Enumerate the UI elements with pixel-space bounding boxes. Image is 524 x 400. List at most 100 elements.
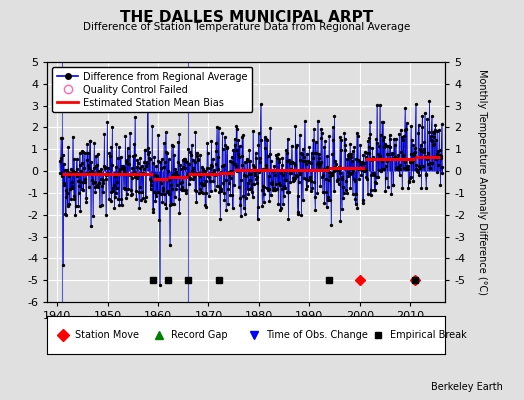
Point — [239, 132, 247, 138]
Point — [191, 187, 199, 194]
Point — [157, 180, 165, 186]
Point — [127, 187, 135, 194]
Point — [240, 172, 248, 178]
Point — [331, 164, 340, 170]
Point — [155, 216, 163, 223]
Point — [171, 166, 180, 172]
Point — [129, 153, 137, 160]
Point — [236, 202, 244, 208]
Point — [140, 159, 148, 165]
Point — [226, 158, 234, 164]
Point — [106, 153, 114, 159]
Point — [334, 166, 342, 173]
Point — [391, 155, 400, 162]
Point — [172, 186, 180, 192]
Point — [394, 164, 402, 170]
Point — [350, 144, 358, 150]
Point — [367, 186, 375, 193]
Point — [241, 210, 249, 217]
Point — [411, 149, 419, 155]
Point — [157, 165, 166, 172]
Point — [348, 190, 357, 197]
Point — [382, 163, 390, 169]
Point — [420, 139, 429, 146]
Point — [279, 193, 288, 199]
Point — [370, 170, 378, 177]
Point — [152, 172, 161, 179]
Point — [324, 177, 333, 183]
Point — [127, 192, 135, 198]
Point — [169, 172, 177, 178]
Point — [310, 179, 319, 186]
Point — [59, 262, 67, 268]
Point — [93, 182, 101, 188]
Point — [91, 179, 99, 185]
Point — [222, 177, 230, 184]
Point — [409, 178, 418, 184]
Point — [96, 165, 105, 172]
Point — [363, 176, 371, 183]
Point — [291, 122, 300, 129]
Point — [235, 154, 243, 160]
Point — [57, 134, 65, 141]
Point — [380, 144, 388, 150]
Point — [135, 189, 143, 196]
Point — [330, 188, 339, 195]
Point — [264, 187, 272, 194]
Point — [192, 150, 201, 156]
Point — [138, 189, 146, 195]
Point — [397, 126, 405, 133]
Point — [214, 166, 222, 172]
Point — [415, 172, 423, 178]
Point — [220, 162, 228, 168]
Point — [408, 157, 417, 164]
Point — [92, 153, 100, 160]
Point — [412, 162, 420, 168]
Point — [419, 148, 428, 155]
Point — [296, 170, 304, 177]
Point — [347, 154, 355, 160]
Point — [216, 216, 224, 223]
Point — [318, 130, 326, 136]
Point — [434, 154, 443, 160]
Point — [277, 205, 285, 212]
Point — [199, 168, 207, 174]
Point — [183, 172, 192, 179]
Point — [83, 141, 91, 148]
Point — [424, 150, 432, 156]
Point — [249, 162, 258, 168]
Point — [233, 126, 241, 132]
Point — [214, 124, 223, 131]
Point — [247, 184, 255, 191]
Point — [350, 176, 358, 182]
Point — [339, 195, 347, 202]
Point — [72, 170, 80, 177]
Point — [68, 184, 77, 191]
Point — [148, 170, 156, 177]
Point — [163, 150, 171, 156]
Point — [130, 174, 139, 180]
Point — [91, 184, 100, 190]
Point — [262, 162, 270, 168]
Point — [300, 118, 309, 124]
Point — [404, 163, 412, 169]
Point — [165, 156, 173, 163]
Point — [295, 168, 303, 174]
Point — [337, 206, 346, 212]
Point — [208, 162, 216, 169]
Point — [74, 190, 83, 196]
Point — [428, 113, 436, 120]
Point — [313, 118, 322, 124]
Point — [307, 160, 315, 166]
Point — [192, 188, 200, 194]
Point — [232, 123, 241, 129]
Point — [272, 155, 281, 161]
Point — [155, 176, 163, 182]
Point — [168, 185, 177, 192]
Point — [97, 202, 106, 208]
Point — [80, 165, 89, 171]
Point — [245, 170, 253, 177]
Point — [425, 98, 434, 104]
Point — [406, 174, 414, 181]
Point — [257, 166, 266, 173]
